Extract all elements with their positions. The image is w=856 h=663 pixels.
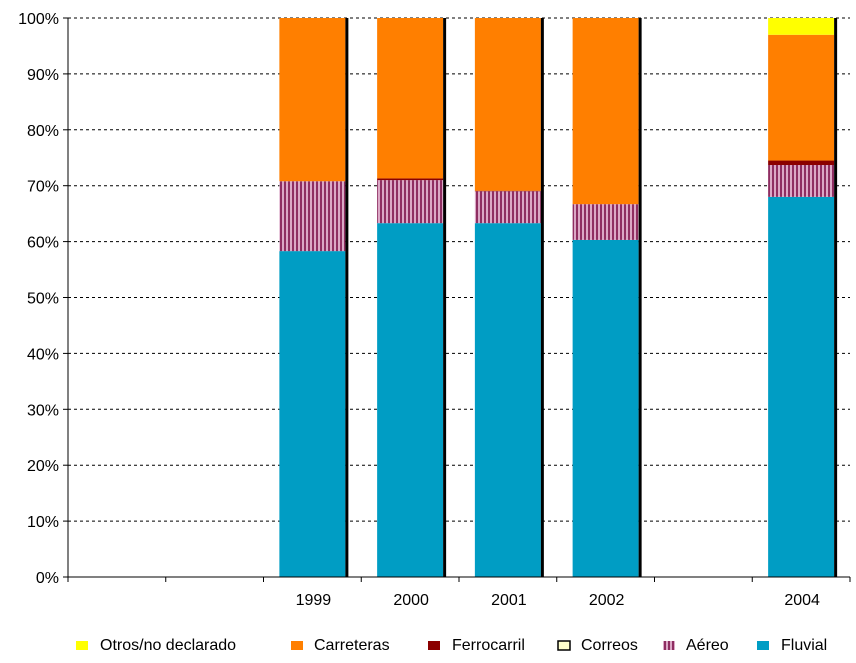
x-tick-label: 2004 — [784, 592, 820, 609]
x-tick-label: 2000 — [393, 592, 429, 609]
legend-swatch-a-reo — [663, 641, 675, 650]
y-tick-label: 30% — [27, 402, 59, 419]
bar-segment-fluvial — [474, 223, 541, 577]
y-tick-label: 0% — [36, 570, 59, 587]
legend-label-ferrocarril: Ferrocarril — [452, 637, 525, 654]
legend-swatch-carreteras — [291, 641, 303, 650]
bar-segment-fluvial — [572, 239, 639, 577]
legend-swatch-ferrocarril — [428, 641, 440, 650]
bar-segment-a-reo — [768, 165, 835, 197]
bar-segment-carreteras — [768, 34, 835, 161]
y-tick-label: 10% — [27, 514, 59, 531]
legend-swatch-otros-no-declarado — [76, 641, 88, 650]
bar-segment-a-reo — [377, 180, 444, 224]
bar-shadow — [443, 18, 447, 577]
bar-segment-ferrocarril — [768, 160, 835, 166]
bar-shadow — [638, 18, 642, 577]
y-tick-label: 100% — [18, 11, 59, 28]
bar-segment-a-reo — [474, 191, 541, 224]
bar-segment-ferrocarril — [377, 178, 444, 181]
y-tick-label: 20% — [27, 458, 59, 475]
x-tick-label: 2001 — [491, 592, 527, 609]
bar-segment-fluvial — [279, 251, 346, 577]
bar-shadow — [345, 18, 349, 577]
legend-label-fluvial: Fluvial — [781, 637, 827, 654]
y-tick-label: 60% — [27, 235, 59, 252]
y-tick-label: 50% — [27, 291, 59, 308]
x-tick-label: 1999 — [296, 592, 332, 609]
bar-segment-otros-no-declarado — [768, 18, 835, 35]
x-axis-ticks: 1999 2000 2001 2002 2004 — [296, 592, 820, 609]
bar-segment-carreteras — [377, 18, 444, 179]
bar-segment-carreteras — [572, 18, 639, 205]
y-tick-label: 70% — [27, 179, 59, 196]
y-tick-label: 80% — [27, 123, 59, 140]
bar-shadow — [834, 18, 838, 577]
bar-segment-a-reo — [572, 204, 639, 240]
bar-segment-carreteras — [279, 18, 346, 182]
legend-label-carreteras: Carreteras — [314, 637, 390, 654]
bar-segment-fluvial — [768, 196, 835, 577]
axes — [67, 18, 851, 582]
bar-segment-carreteras — [474, 18, 541, 191]
legend-swatch-fluvial — [757, 641, 769, 650]
bar-segment-ferrocarril — [474, 190, 541, 192]
legend-label-otros-no-declarado: Otros/no declarado — [100, 637, 236, 654]
legend-label-a-reo: Aéreo — [686, 637, 729, 654]
bar-segment-fluvial — [377, 223, 444, 577]
bar-segment-a-reo — [279, 181, 346, 252]
legend-label-correos: Correos — [581, 637, 638, 654]
legend-swatch-correos — [557, 640, 571, 651]
y-tick-label: 90% — [27, 67, 59, 84]
gridlines — [68, 17, 850, 522]
y-tick-label: 40% — [27, 346, 59, 363]
x-tick-label: 2002 — [589, 592, 625, 609]
bars-layer — [279, 18, 838, 577]
y-axis-ticks: 0% 10% 20% 30% 40% 50% 60% 70% 80% 90% 100% — [18, 11, 68, 587]
bar-shadow — [540, 18, 544, 577]
legend: Otros/no declarado Carreteras Ferrocarril C… — [76, 637, 827, 654]
